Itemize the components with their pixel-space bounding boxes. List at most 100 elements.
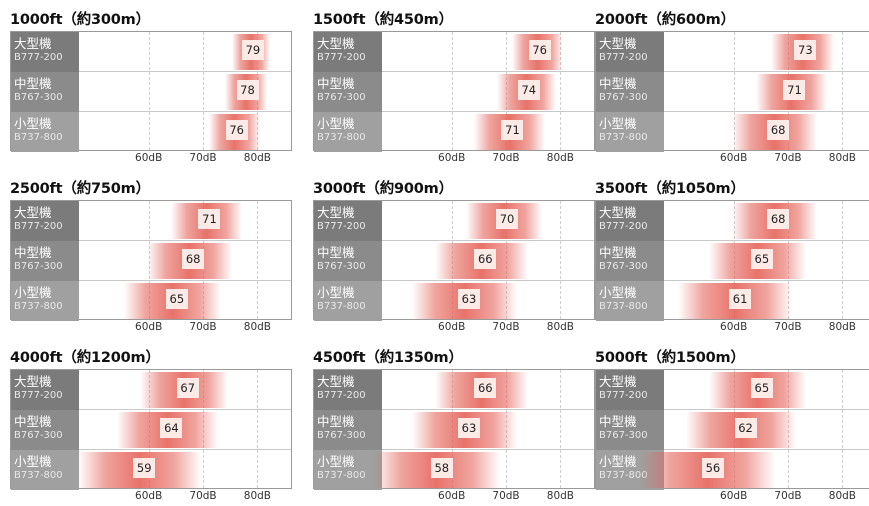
- aircraft-size-label: 中型機: [317, 76, 355, 91]
- data-label: 71: [198, 209, 221, 229]
- chart-title: 1500ft（約450m）: [313, 12, 453, 28]
- chart-title: 3000ft（約900m）: [313, 181, 453, 197]
- aircraft-size-label: 大型機: [317, 374, 355, 389]
- x-tick-label: 70dB: [189, 490, 217, 502]
- x-tick-label: 80dB: [243, 152, 271, 164]
- aircraft-size-label: 大型機: [14, 205, 52, 220]
- plot-area: 大型機 B777-200 73 中型機 B767-300 71 小型機 B737-800 68: [595, 31, 869, 152]
- data-label: 78: [236, 80, 259, 100]
- row-label: 中型機 B767-300: [11, 241, 79, 281]
- aircraft-size-label: 中型機: [14, 245, 52, 260]
- plot-area: 大型機 B777-200 65 中型機 B767-300 62 小型機 B737-800 56: [595, 369, 869, 490]
- row-label: 大型機 B777-200: [596, 370, 664, 410]
- chart-panel: 4500ft（約1350m） 大型機 B777-200 66 中型機 B767-300 63…: [313, 346, 601, 506]
- row-separator: [79, 71, 291, 72]
- x-tick-label: 60dB: [720, 490, 748, 502]
- x-tick-label: 60dB: [720, 152, 748, 164]
- data-label: 58: [430, 458, 453, 478]
- row-label: 中型機 B767-300: [314, 72, 382, 112]
- chart-title: 2500ft（約750m）: [10, 181, 150, 197]
- x-tick-label: 60dB: [135, 152, 163, 164]
- aircraft-size-label: 大型機: [317, 36, 355, 51]
- x-tick-label: 60dB: [438, 321, 466, 333]
- gridline: [257, 370, 259, 488]
- gridline: [257, 201, 259, 319]
- aircraft-model-label: B737-800: [599, 132, 648, 143]
- row-separator: [664, 280, 869, 281]
- row-label: 中型機 B767-300: [11, 410, 79, 450]
- data-label: 76: [225, 120, 248, 140]
- x-tick-label: 60dB: [135, 321, 163, 333]
- plot-area: 大型機 B777-200 79 中型機 B767-300 78 小型機 B737-800 76: [10, 31, 292, 152]
- row-label: 中型機 B767-300: [314, 410, 382, 450]
- aircraft-size-label: 小型機: [317, 454, 355, 469]
- row-label: 中型機 B767-300: [11, 72, 79, 112]
- chart-panel: 2500ft（約750m） 大型機 B777-200 71 中型機 B767-300 68 小…: [10, 177, 298, 337]
- row-separator: [79, 240, 291, 241]
- data-label: 64: [160, 418, 183, 438]
- row-separator: [382, 240, 594, 241]
- data-label: 70: [496, 209, 519, 229]
- chart-title: 4000ft（約1200m）: [10, 350, 160, 366]
- aircraft-model-label: B767-300: [14, 430, 63, 441]
- gridline: [733, 32, 735, 150]
- aircraft-size-label: 小型機: [317, 285, 355, 300]
- gridline: [451, 32, 453, 150]
- aircraft-size-label: 小型機: [14, 116, 52, 131]
- plot-area: 大型機 B777-200 66 中型機 B767-300 63 小型機 B737-800 58: [313, 369, 595, 490]
- row-separator: [79, 449, 291, 450]
- row-separator: [382, 280, 594, 281]
- aircraft-model-label: B777-200: [599, 221, 648, 232]
- row-label: 小型機 B737-800: [11, 281, 79, 321]
- row-label: 中型機 B767-300: [596, 72, 664, 112]
- aircraft-size-label: 小型機: [14, 454, 52, 469]
- row-label: 中型機 B767-300: [596, 410, 664, 450]
- aircraft-size-label: 中型機: [317, 245, 355, 260]
- chart-panel: 5000ft（約1500m） 大型機 B777-200 65 中型機 B767-300 62…: [595, 346, 869, 506]
- x-tick-label: 70dB: [774, 321, 802, 333]
- data-label: 71: [783, 80, 806, 100]
- chart-panel: 3000ft（約900m） 大型機 B777-200 70 中型機 B767-300 66 小…: [313, 177, 601, 337]
- row-label: 大型機 B777-200: [314, 201, 382, 241]
- aircraft-model-label: B767-300: [317, 430, 366, 441]
- plot-area: 大型機 B777-200 71 中型機 B767-300 68 小型機 B737-800 65: [10, 200, 292, 321]
- row-separator: [79, 111, 291, 112]
- aircraft-size-label: 小型機: [317, 116, 355, 131]
- aircraft-size-label: 中型機: [599, 245, 637, 260]
- row-separator: [382, 409, 594, 410]
- x-tick-label: 70dB: [189, 321, 217, 333]
- gridline: [560, 201, 562, 319]
- data-label: 62: [734, 418, 757, 438]
- aircraft-size-label: 小型機: [14, 285, 52, 300]
- row-separator: [382, 449, 594, 450]
- aircraft-size-label: 大型機: [599, 374, 637, 389]
- row-separator: [79, 280, 291, 281]
- gridline: [842, 370, 844, 488]
- aircraft-model-label: B777-200: [599, 52, 648, 63]
- aircraft-size-label: 大型機: [14, 374, 52, 389]
- row-label: 小型機 B737-800: [11, 450, 79, 490]
- gridline: [842, 32, 844, 150]
- aircraft-size-label: 小型機: [599, 285, 637, 300]
- chart-title: 4500ft（約1350m）: [313, 350, 463, 366]
- row-label: 小型機 B737-800: [596, 281, 664, 321]
- data-label: 63: [457, 289, 480, 309]
- aircraft-model-label: B737-800: [599, 470, 648, 481]
- chart-panel: 3500ft（約1050m） 大型機 B777-200 68 中型機 B767-300 65…: [595, 177, 869, 337]
- x-tick-label: 70dB: [189, 152, 217, 164]
- aircraft-model-label: B777-200: [317, 390, 366, 401]
- data-label: 76: [528, 40, 551, 60]
- x-tick-label: 80dB: [828, 321, 856, 333]
- aircraft-size-label: 中型機: [599, 414, 637, 429]
- x-tick-label: 80dB: [243, 321, 271, 333]
- aircraft-model-label: B737-800: [14, 132, 63, 143]
- plot-area: 大型機 B777-200 67 中型機 B767-300 64 小型機 B737-800 59: [10, 369, 292, 490]
- aircraft-model-label: B767-300: [599, 92, 648, 103]
- aircraft-model-label: B777-200: [14, 221, 63, 232]
- chart-title: 5000ft（約1500m）: [595, 350, 745, 366]
- x-tick-label: 80dB: [243, 490, 271, 502]
- x-tick-label: 60dB: [438, 490, 466, 502]
- plot-area: 大型機 B777-200 68 中型機 B767-300 65 小型機 B737-800 61: [595, 200, 869, 321]
- row-label: 中型機 B767-300: [314, 241, 382, 281]
- chart-panel: 4000ft（約1200m） 大型機 B777-200 67 中型機 B767-300 64…: [10, 346, 298, 506]
